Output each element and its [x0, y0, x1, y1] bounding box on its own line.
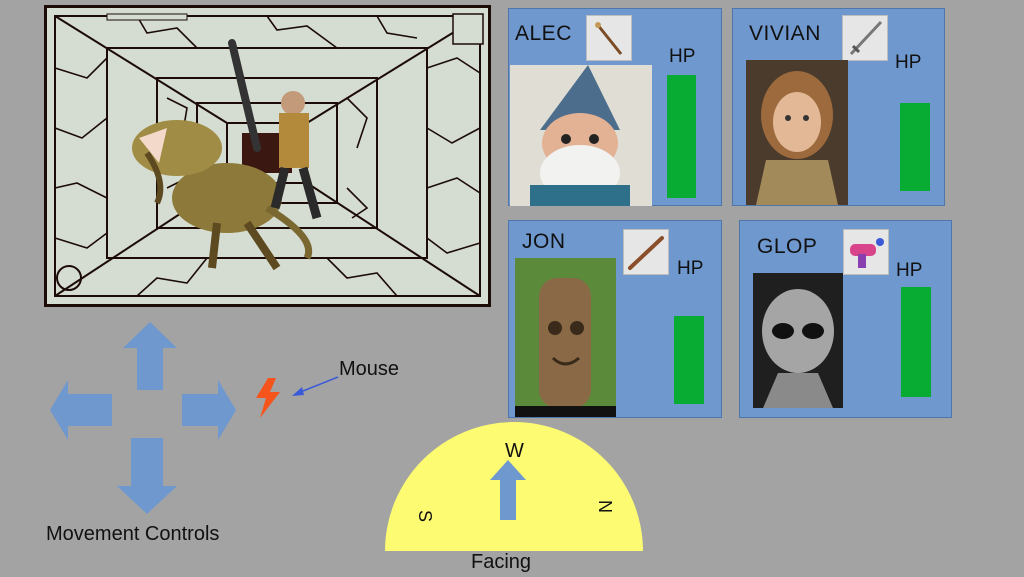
facing-arrow-icon: [490, 460, 526, 520]
compass-up-letter: W: [505, 440, 524, 462]
move-down-arrow[interactable]: [117, 438, 177, 514]
warrior-woman-portrait: [746, 60, 848, 205]
hp-label: HP: [677, 258, 704, 279]
hp-bar: [667, 75, 696, 198]
compass: W S N: [385, 422, 643, 551]
move-right-arrow[interactable]: [182, 380, 236, 440]
character-name: GLOP: [757, 235, 818, 258]
dungeon-viewport[interactable]: [44, 5, 491, 307]
hp-fill: [674, 316, 704, 404]
mouse-label: Mouse: [339, 358, 400, 380]
club-icon[interactable]: [623, 229, 669, 275]
hp-bar: [900, 103, 930, 191]
party-card-jon[interactable]: JON HP: [508, 220, 722, 418]
party-card-vivian[interactable]: VIVIAN HP: [732, 8, 945, 206]
character-name: JON: [522, 230, 566, 253]
facing-label: Facing: [471, 551, 532, 573]
lightning-cursor-icon: [256, 378, 280, 418]
dungeon-scene: [47, 8, 488, 304]
alien-portrait: [753, 273, 843, 408]
warrior-rider[interactable]: [228, 39, 322, 220]
pointer-arrow-icon: [292, 376, 339, 396]
lizard-monster[interactable]: [132, 120, 312, 271]
hp-label: HP: [896, 260, 923, 281]
hp-fill: [900, 103, 930, 191]
character-name: ALEC: [515, 22, 572, 45]
movement-controls-label: Movement Controls: [46, 523, 220, 545]
hp-fill: [901, 287, 931, 397]
character-name: VIVIAN: [749, 22, 821, 45]
compass-right-letter: N: [595, 500, 615, 513]
move-left-arrow[interactable]: [50, 380, 112, 440]
gnome-portrait: [510, 65, 652, 206]
hp-bar: [901, 287, 931, 397]
move-up-arrow[interactable]: [123, 322, 177, 390]
party-card-glop[interactable]: GLOP HP: [739, 220, 952, 418]
hp-label: HP: [669, 46, 696, 67]
wand-icon[interactable]: [586, 15, 632, 61]
sword-icon[interactable]: [842, 15, 888, 61]
compass-left-letter: S: [415, 510, 435, 522]
tree-ent-portrait: [515, 258, 616, 417]
hp-label: HP: [895, 52, 922, 73]
hp-fill: [667, 75, 696, 198]
ray-gun-icon[interactable]: [843, 229, 889, 275]
party-card-alec[interactable]: ALEC HP: [508, 8, 722, 206]
hp-bar: [674, 316, 704, 404]
